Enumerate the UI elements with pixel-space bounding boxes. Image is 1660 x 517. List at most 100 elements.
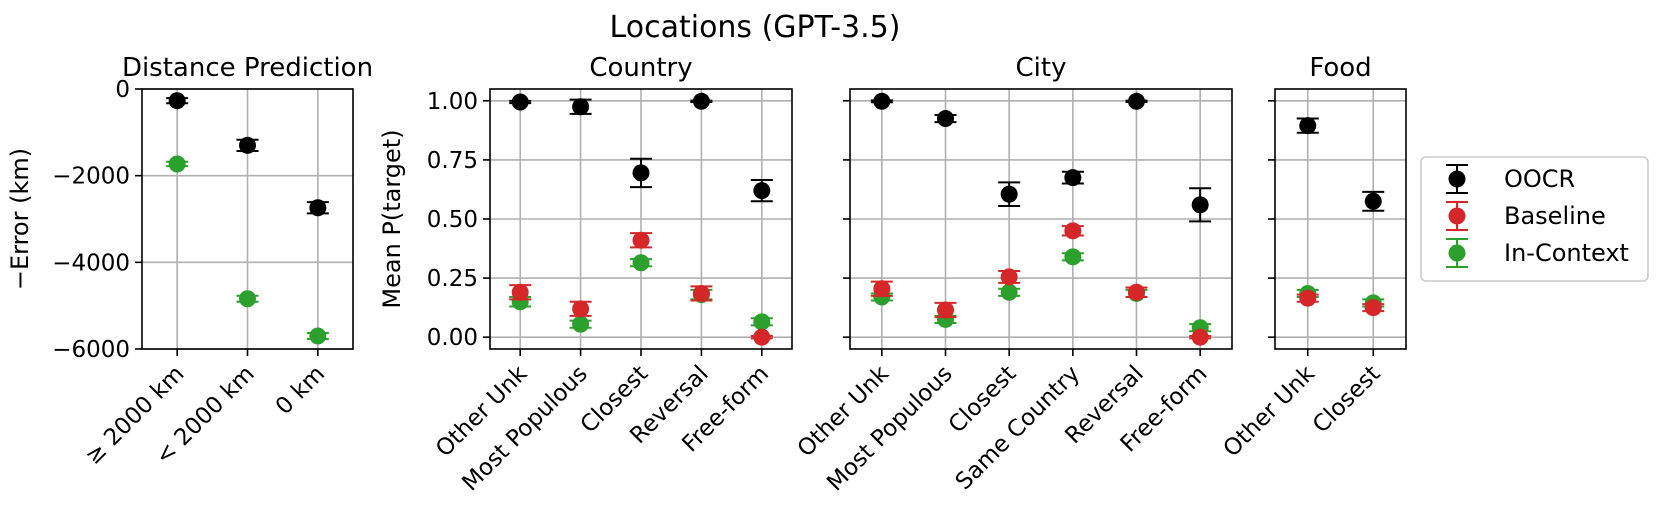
series-in-context-point [236, 290, 259, 308]
data-point [632, 231, 650, 249]
y-axis-label: Mean P(target) [378, 129, 406, 308]
data-point [1000, 283, 1018, 301]
series-in-context-point [998, 283, 1021, 301]
series-oocr-point [1296, 117, 1319, 135]
x-tick-label: 0 km [271, 361, 330, 420]
data-point [873, 280, 891, 298]
series-baseline-point [1189, 328, 1212, 346]
legend: OOCR Baseline In-Context [1420, 156, 1649, 282]
panel-title: Distance Prediction [122, 53, 373, 83]
series-in-context-point [166, 155, 189, 173]
series-oocr-point [509, 93, 532, 111]
series-oocr-point [870, 92, 893, 110]
y-axis-label: −Error (km) [6, 148, 34, 290]
series-baseline-point [870, 280, 893, 298]
data-point [168, 92, 186, 110]
data-point [168, 155, 186, 173]
data-point [632, 164, 650, 182]
panel-title: City [1016, 53, 1067, 83]
series-baseline-point [1125, 283, 1148, 301]
series-baseline-point [690, 284, 713, 302]
data-point [309, 327, 327, 345]
series-baseline-point [1061, 222, 1084, 240]
data-point [1064, 248, 1082, 266]
series-oocr-point [998, 181, 1021, 207]
series-baseline-point [998, 268, 1021, 286]
series-in-context-point [1061, 248, 1084, 266]
data-point [753, 182, 771, 200]
data-point [1364, 299, 1382, 317]
series-in-context-point [569, 315, 592, 333]
legend-marker [1448, 207, 1466, 225]
series-in-context-point [306, 327, 329, 345]
series-baseline-point [750, 328, 773, 346]
data-point [572, 300, 590, 318]
data-point [239, 290, 256, 308]
y-tick-label: 0.75 [427, 148, 478, 174]
series-oocr-point [690, 92, 713, 110]
data-point [1064, 169, 1082, 187]
data-point [572, 315, 590, 333]
data-point [511, 283, 529, 301]
panel-title: Country [589, 53, 692, 83]
y-tick-label: 0.00 [427, 325, 478, 351]
data-point [1191, 196, 1209, 214]
panel-distance-prediction: 0−2000−4000−6000≥ 2000 km< 2000 km 0 kmDi… [6, 53, 373, 470]
legend-marker [1448, 170, 1466, 188]
data-point [1128, 92, 1145, 110]
series-oocr-point [750, 179, 773, 203]
y-tick-label: 0.25 [427, 266, 478, 292]
data-point [1299, 117, 1317, 135]
axes-frame [141, 88, 354, 350]
data-point [1299, 289, 1317, 307]
data-point [1364, 192, 1382, 210]
panel-title: Food [1309, 53, 1371, 83]
data-point [239, 136, 256, 154]
data-point [1191, 328, 1209, 346]
series-oocr-point [166, 92, 189, 110]
legend-label: In-Context [1504, 239, 1629, 267]
series-oocr-point [236, 136, 259, 154]
series-baseline-point [934, 301, 957, 319]
legend-entry-in-context: In-Context [1446, 238, 1629, 268]
series-oocr-point [1362, 190, 1385, 212]
data-point [1128, 283, 1145, 301]
series-in-context-point [750, 313, 773, 331]
series-oocr-point [630, 157, 652, 189]
data-point [632, 254, 650, 272]
series-baseline-point [630, 231, 652, 249]
series-baseline-point [1362, 299, 1385, 317]
y-tick-label: −6000 [52, 337, 130, 363]
panels: 0−2000−4000−6000≥ 2000 km< 2000 km 0 kmDi… [6, 53, 1407, 496]
x-tick-label: Other Unk [1219, 360, 1321, 462]
series-oocr-point [934, 110, 957, 128]
axes-frame [1274, 88, 1407, 350]
series-baseline-point [1296, 289, 1319, 307]
series-oocr-point [569, 98, 592, 116]
y-tick-label: −2000 [52, 164, 130, 190]
series-oocr-point [1125, 92, 1148, 110]
x-tick-label: Closest [1308, 361, 1386, 439]
series-oocr-point [1189, 187, 1212, 223]
data-point [753, 313, 771, 331]
series-oocr-point [1061, 169, 1084, 187]
y-tick-label: 0.50 [427, 207, 478, 233]
data-point [572, 98, 590, 116]
legend-entry-oocr: OOCR [1446, 164, 1575, 194]
data-point [1000, 268, 1018, 286]
axes-frame [849, 88, 1233, 350]
data-point [1064, 222, 1082, 240]
axes-frame [489, 88, 793, 350]
data-point [1000, 185, 1018, 203]
data-point [511, 93, 529, 111]
legend-marker [1448, 244, 1466, 262]
figure-title: Locations (GPT-3.5) [610, 10, 901, 45]
data-point [873, 92, 891, 110]
data-point [753, 328, 771, 346]
legend-label: Baseline [1504, 202, 1606, 230]
data-point [937, 110, 954, 128]
